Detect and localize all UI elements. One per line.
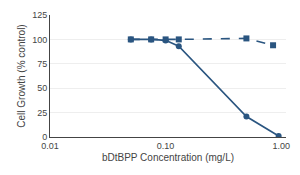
svg-text:0.10: 0.10: [157, 141, 175, 151]
svg-text:bDtBPP Concentration (mg/L): bDtBPP Concentration (mg/L): [102, 152, 234, 163]
svg-text:0: 0: [42, 132, 47, 142]
svg-text:50: 50: [37, 83, 47, 93]
svg-text:75: 75: [37, 59, 47, 69]
svg-text:100: 100: [32, 35, 47, 45]
svg-text:25: 25: [37, 108, 47, 118]
svg-text:Cell Growth (% control): Cell Growth (% control): [16, 24, 27, 127]
svg-text:125: 125: [32, 10, 47, 20]
svg-text:0.01: 0.01: [41, 141, 59, 151]
svg-text:1.00: 1.00: [272, 141, 290, 151]
